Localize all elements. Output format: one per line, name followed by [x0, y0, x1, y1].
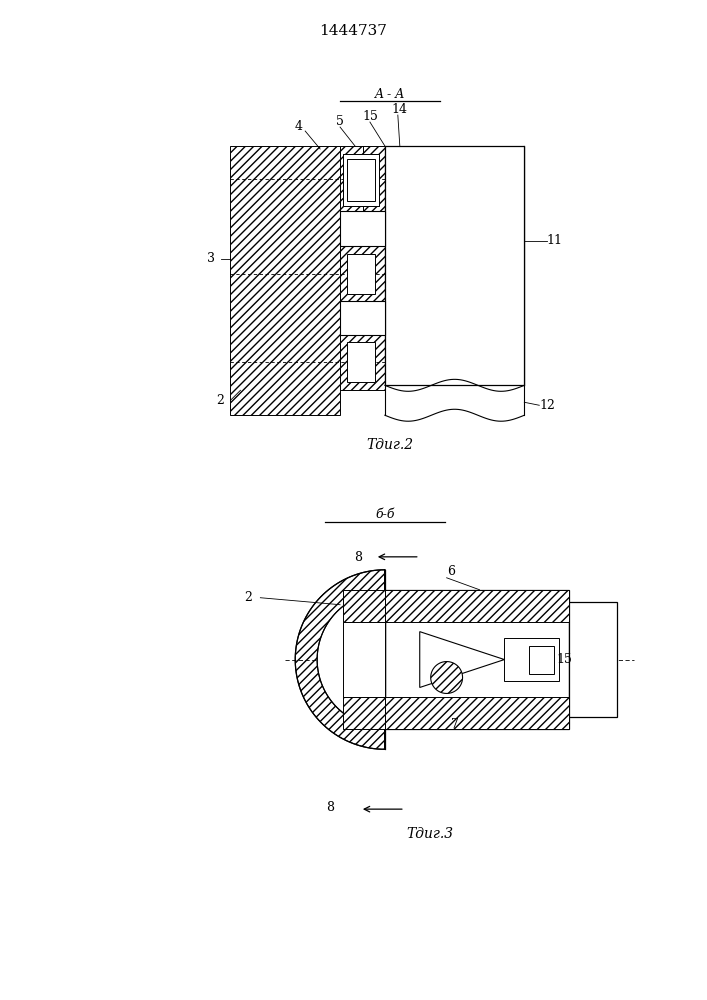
- Bar: [343, 154, 379, 206]
- Bar: [343, 622, 385, 697]
- Text: 3: 3: [206, 252, 214, 265]
- Text: A - A: A - A: [375, 88, 405, 101]
- Bar: [385, 146, 525, 385]
- Text: 15: 15: [362, 110, 378, 123]
- Bar: [347, 159, 375, 201]
- Text: 7: 7: [450, 718, 459, 731]
- Bar: [530, 646, 554, 674]
- Bar: [385, 590, 569, 622]
- Bar: [504, 638, 559, 681]
- Text: 8: 8: [354, 551, 362, 564]
- Bar: [230, 146, 340, 415]
- Polygon shape: [431, 662, 462, 693]
- Text: 2: 2: [245, 591, 252, 604]
- Text: 12: 12: [539, 399, 555, 412]
- Polygon shape: [420, 632, 504, 687]
- Text: 14: 14: [392, 103, 408, 116]
- Bar: [340, 246, 385, 301]
- Bar: [340, 335, 385, 390]
- Text: 15: 15: [556, 653, 572, 666]
- Bar: [343, 154, 379, 206]
- Bar: [340, 146, 385, 211]
- Bar: [569, 602, 617, 717]
- Bar: [347, 254, 375, 294]
- Bar: [340, 211, 385, 246]
- Text: 5: 5: [336, 115, 344, 128]
- Text: 2: 2: [216, 394, 224, 407]
- Text: 1444737: 1444737: [319, 24, 387, 38]
- Text: 11: 11: [547, 234, 562, 247]
- Bar: [343, 590, 385, 622]
- Text: 4: 4: [294, 120, 302, 133]
- Text: Τдиг.2: Τдиг.2: [366, 438, 414, 452]
- Text: б-б: б-б: [375, 508, 395, 521]
- Bar: [385, 697, 569, 729]
- Text: 8: 8: [326, 801, 334, 814]
- Bar: [347, 342, 375, 382]
- Bar: [385, 590, 569, 729]
- Text: Τдиг.3: Τдиг.3: [406, 827, 453, 841]
- Bar: [343, 697, 385, 729]
- Polygon shape: [317, 592, 385, 727]
- Polygon shape: [296, 570, 385, 749]
- Text: 6: 6: [448, 565, 455, 578]
- Bar: [340, 301, 385, 335]
